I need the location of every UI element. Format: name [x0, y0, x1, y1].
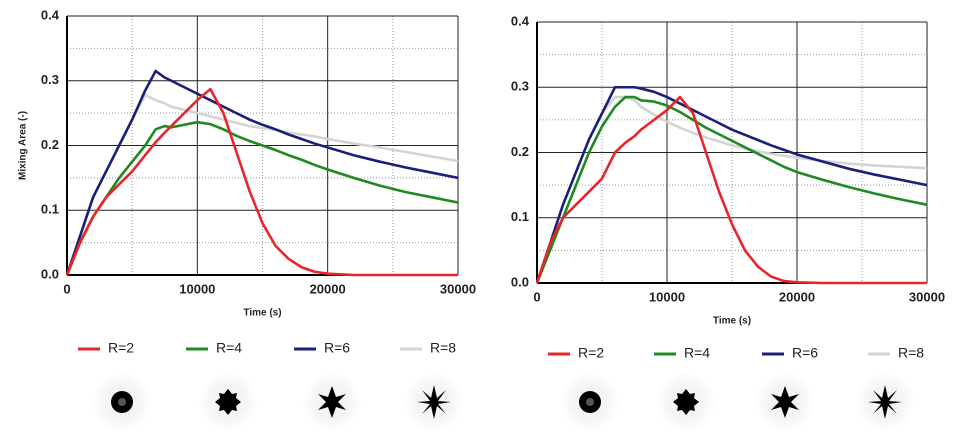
y-tick-label: 0.4: [41, 7, 60, 22]
series-line: [535, 95, 927, 285]
series-line: [65, 69, 459, 276]
x-tick-label: 20000: [779, 289, 815, 304]
y-tick-label: 0.1: [41, 202, 59, 217]
chart-panel: 0 10000 20000 30000 0.0 0.1 0.2 0.3 0.4 Time (s) M…: [18, 7, 476, 355]
y-tick-label: 0.3: [511, 79, 529, 94]
x-tick-label: 30000: [909, 289, 945, 304]
x-axis-label: Time (s): [713, 316, 751, 327]
legend-label: R=4: [216, 340, 242, 356]
legend-label: R=6: [792, 345, 818, 361]
x-tick-label: 10000: [179, 281, 215, 296]
series-line: [535, 95, 928, 284]
x-tick-label: 0: [533, 289, 540, 304]
y-tick-label: 0.4: [511, 13, 530, 28]
x-tick-label: 10000: [649, 289, 685, 304]
legend-label: R=8: [898, 345, 924, 361]
series-line: [65, 120, 459, 276]
y-tick-label: 0.2: [511, 144, 529, 159]
chart-panel: 0 10000 20000 30000 0.0 0.1 0.2 0.3 0.4 Time (s) R…: [511, 13, 945, 360]
y-axis-label: Mixing Area (-): [18, 111, 29, 180]
x-tick-label: 20000: [310, 281, 346, 296]
legend-label: R=6: [324, 340, 350, 356]
y-tick-label: 0.3: [41, 72, 59, 87]
legend-label: R=2: [108, 340, 134, 356]
x-axis-label: Time (s): [243, 308, 281, 319]
y-tick-label: 0.0: [511, 274, 529, 289]
y-tick-label: 0.0: [41, 266, 59, 281]
series-line: [65, 87, 458, 277]
series-line: [535, 85, 928, 284]
y-tick-label: 0.2: [41, 137, 59, 152]
x-tick-label: 0: [63, 281, 70, 296]
shape-icons: [92, 372, 915, 432]
y-tick-label: 0.1: [511, 209, 529, 224]
legend-label: R=8: [430, 340, 456, 356]
x-tick-label: 30000: [440, 281, 476, 296]
legend-label: R=4: [684, 345, 710, 361]
legend-label: R=2: [578, 345, 604, 361]
